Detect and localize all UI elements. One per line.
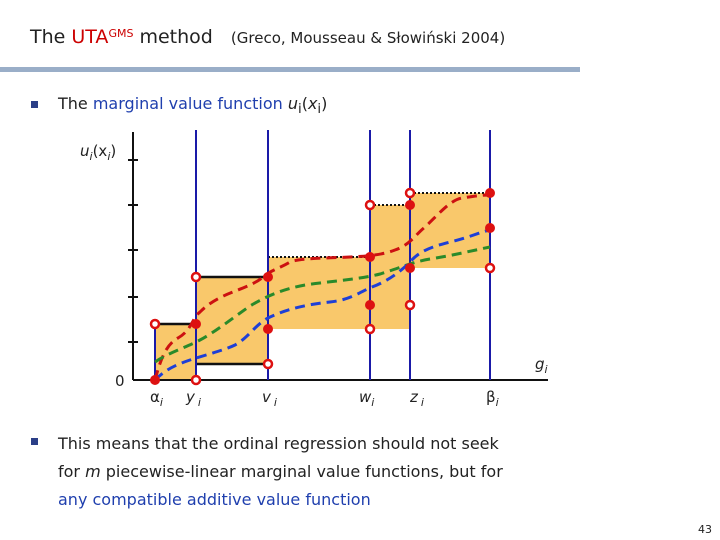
bullet-square-icon — [31, 101, 38, 108]
curve-green — [154, 245, 491, 364]
interval-box — [268, 257, 370, 329]
filled-point — [365, 300, 375, 310]
tick-label-alpha: αi — [150, 388, 163, 409]
x-axis-label: gi — [535, 355, 548, 376]
hollow-point — [190, 374, 202, 386]
filled-point — [191, 319, 201, 329]
title-prefix: The — [30, 26, 72, 48]
filled-points — [150, 188, 495, 385]
formula-sub-i: i — [298, 102, 302, 118]
tick-label-beta: βi — [486, 388, 499, 409]
tick-main: z — [409, 388, 419, 406]
y-label-close: ) — [110, 142, 116, 160]
tick-main: α — [150, 388, 160, 406]
tick-main: w — [359, 388, 372, 406]
tick-main: β — [486, 388, 496, 406]
bullet-square-icon — [31, 438, 38, 445]
title-suffix: method — [133, 26, 213, 48]
y-axis — [128, 132, 138, 380]
tick-label-w: wi — [359, 388, 374, 409]
line2-pre: for — [58, 462, 86, 481]
filled-point — [405, 200, 415, 210]
hollow-point — [404, 299, 416, 311]
title-divider — [0, 67, 580, 72]
title-method: UTA — [71, 26, 109, 48]
y-label-u: u — [80, 142, 90, 160]
interval-boxes — [155, 193, 490, 380]
title-citation: (Greco, Mousseau & Słowiński 2004) — [230, 29, 506, 47]
box-outlines — [155, 275, 268, 366]
filled-point — [485, 188, 495, 198]
filled-point — [405, 263, 415, 273]
tick-main: v — [262, 388, 272, 406]
bullet1-formula: ui(xi) — [287, 94, 328, 117]
x-label-sub: i — [545, 363, 548, 376]
y-label-x: (x — [93, 142, 108, 160]
filled-point — [365, 252, 375, 262]
filled-point — [485, 223, 495, 233]
y-label-sub2: i — [107, 150, 110, 163]
hollow-point — [484, 262, 496, 274]
formula-sub-i-2: i — [317, 102, 322, 118]
filled-point — [263, 272, 273, 282]
line2-m: m — [85, 462, 101, 481]
hollow-point — [404, 187, 416, 199]
tick-sub: i — [198, 396, 201, 409]
bullet-marginal-value: The marginal value function ui(xi) — [58, 94, 327, 117]
formula-close: ) — [321, 94, 328, 113]
line2-post: piecewise-linear marginal value function… — [100, 462, 503, 481]
page-number: 43 — [698, 523, 712, 536]
slide-title: The UTAGMS method (Greco, Mousseau & Sło… — [30, 26, 505, 48]
formula-open: ( — [301, 94, 308, 113]
bullet-ordinal-regression: This means that the ordinal regression s… — [58, 430, 618, 514]
hollow-point — [190, 271, 202, 283]
formula-x: x — [307, 94, 318, 113]
y-axis-label: ui(xi) — [80, 142, 116, 163]
origin-label: 0 — [115, 372, 125, 390]
filled-point — [150, 375, 160, 385]
y-label-sub: i — [90, 150, 93, 163]
tick-sub: i — [274, 396, 277, 409]
tick-sub: i — [496, 396, 499, 409]
tick-sub: i — [371, 396, 374, 409]
interval-box — [410, 193, 490, 268]
title-superscript: GMS — [108, 27, 134, 40]
bullet2-line3: any compatible additive value function — [58, 490, 371, 509]
hollow-points — [149, 187, 496, 386]
tick-sub: i — [160, 396, 163, 409]
formula-u: u — [287, 94, 298, 113]
bullet2-line2: for m piecewise-linear marginal value fu… — [58, 458, 618, 486]
hollow-point — [364, 199, 376, 211]
hollow-point — [364, 323, 376, 335]
hollow-point — [149, 318, 161, 330]
curve-blue — [153, 228, 491, 382]
bullet1-text: The — [58, 94, 93, 113]
x-label-g: g — [535, 355, 545, 373]
bullet1-highlight: marginal value function — [92, 94, 283, 113]
filled-point — [263, 324, 273, 334]
box-dotted-edges — [268, 192, 490, 258]
tick-main: y — [185, 388, 196, 406]
bullet2-line1: This means that the ordinal regression s… — [58, 434, 499, 453]
tick-sub: i — [421, 396, 424, 409]
hollow-point — [262, 358, 274, 370]
